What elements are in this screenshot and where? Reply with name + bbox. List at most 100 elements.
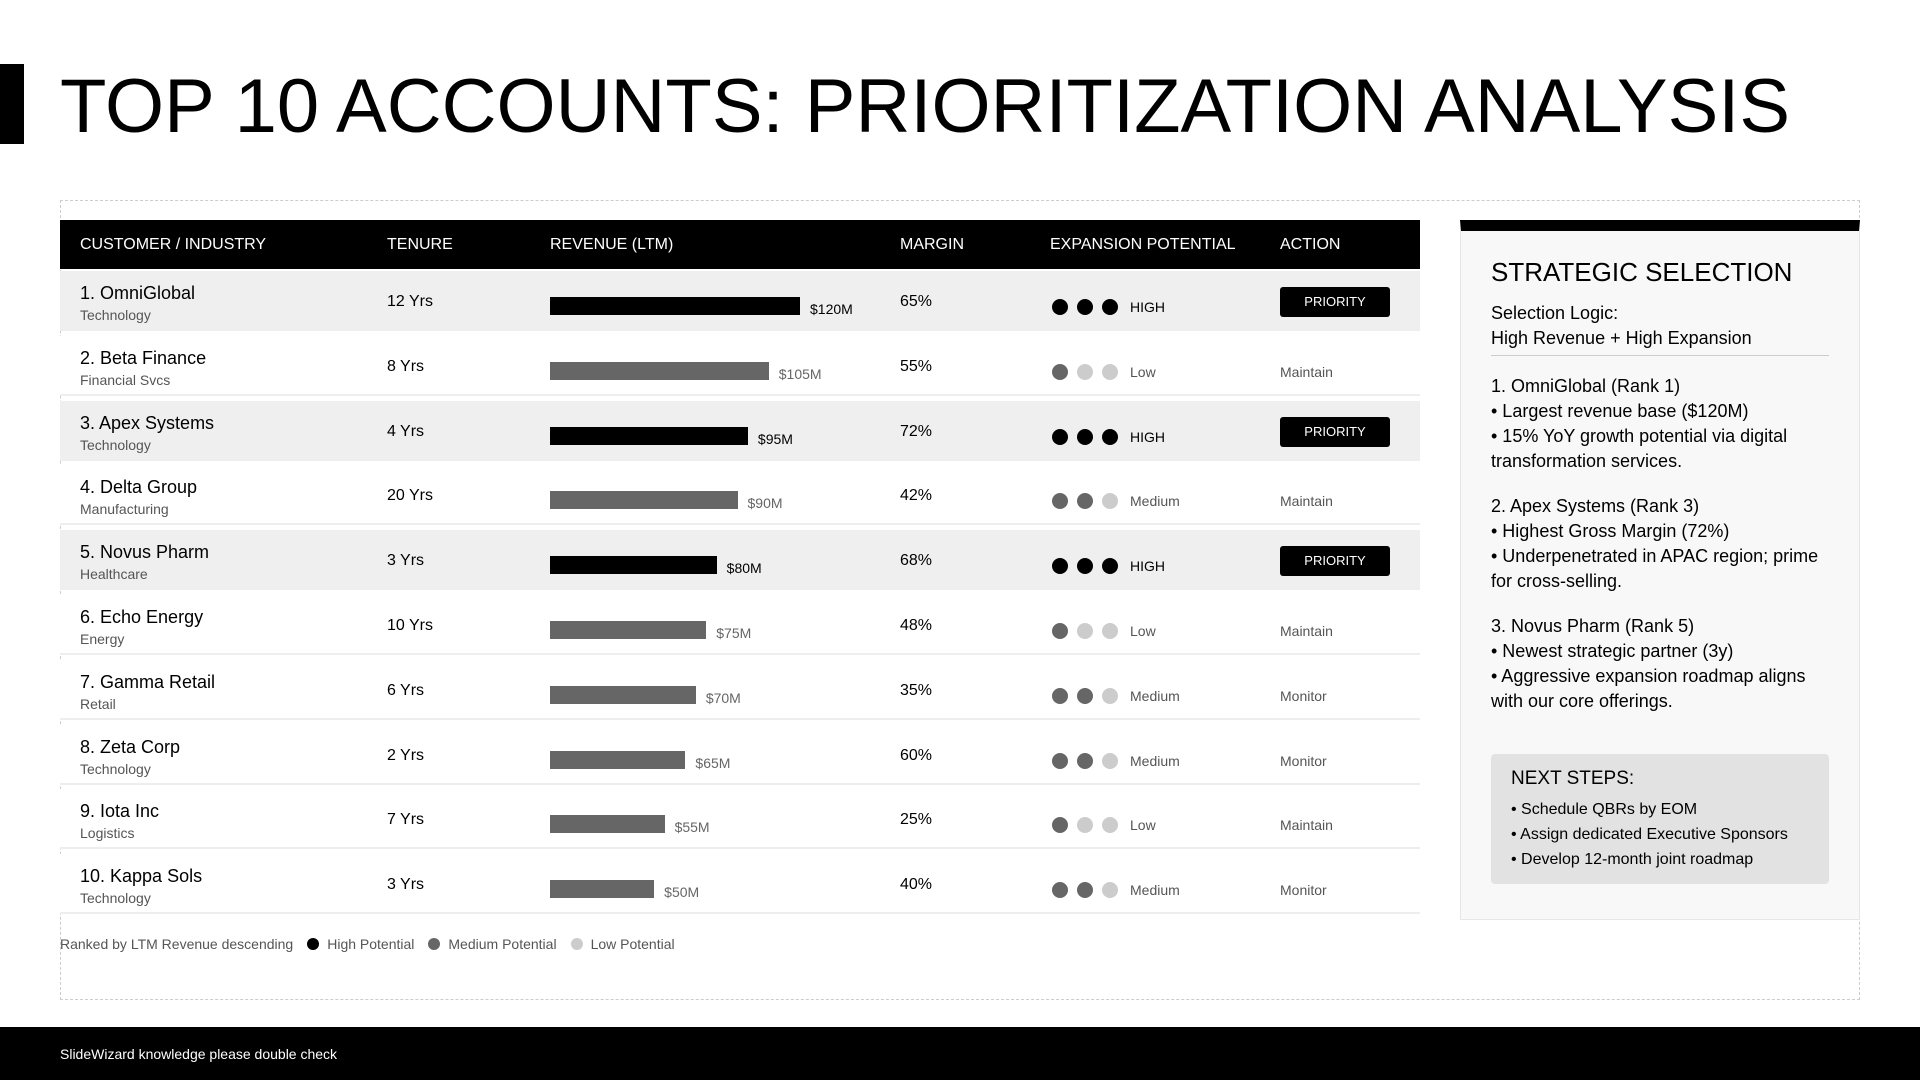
action: Maintain [1280,493,1333,510]
industry: Technology [80,890,151,907]
potential-label: Low [1130,363,1156,380]
tenure: 10 Yrs [387,617,433,634]
column-header: TENURE [387,236,453,253]
panel-section: 3. Novus Pharm (Rank 5) • Newest strategi… [1491,614,1829,714]
tenure: 7 Yrs [387,811,425,829]
potential-label: Low [1130,623,1156,639]
potential-label: Medium [1130,752,1180,769]
footer: SlideWizard knowledge please double chec… [0,1027,1920,1080]
next-step: • Develop 12-month joint roadmap [1511,851,1754,868]
action: Monitor [1280,687,1327,704]
tenure: 3 Yrs [387,876,425,894]
industry: Technology [80,760,151,777]
margin: 48% [900,617,933,634]
legend-dot [428,938,441,950]
section-line: • Largest revenue base ($120M) [1491,401,1749,421]
customer-name: 2. Beta Finance [80,347,207,368]
revenue-label: $75M [716,625,752,641]
panel-section: 1. OmniGlobal (Rank 1) • Largest revenue … [1491,374,1829,474]
action: Maintain [1280,363,1333,380]
slide-title: TOP 10 ACCOUNTS: PRIORITIZATION ANALYSIS [60,64,1791,149]
potential-dot [1077,817,1093,834]
potential-dot [1102,623,1118,639]
revenue-bar [550,491,738,510]
customer-name: 6. Echo Energy [80,607,204,627]
legend-note: Ranked by LTM Revenue descending [60,936,294,952]
action: Monitor [1280,882,1327,899]
revenue-bar [550,750,686,769]
legend-label: High Potential [327,936,415,952]
revenue-bar [550,426,748,445]
potential-dot [1102,363,1118,380]
industry: Technology [80,307,151,323]
panel-section: 2. Apex Systems (Rank 3) • Highest Gross … [1491,494,1829,594]
potential-dot [1052,428,1068,445]
section-heading: 1. OmniGlobal (Rank 1) [1491,376,1681,396]
industry: Financial Svcs [80,371,171,388]
potential-dot [1077,882,1093,899]
customer-name: 4. Delta Group [80,477,198,498]
customer-name: 5. Novus Pharm [80,542,210,563]
potential-label: Low [1130,817,1156,834]
customer-name: 10. Kappa Sols [80,866,203,887]
potential-label: HIGH [1130,428,1165,445]
section-heading: 3. Novus Pharm (Rank 5) [1491,616,1695,636]
revenue-bar [550,297,800,315]
potential-dot [1052,493,1068,510]
revenue-bar [550,556,717,575]
margin: 55% [900,357,933,375]
next-steps-title: NEXT STEPS: [1511,768,1635,789]
tenure: 8 Yrs [387,357,425,375]
potential-dot [1077,493,1093,510]
potential-label: Medium [1130,882,1180,899]
customer-name: 8. Zeta Corp [80,736,181,757]
potential-dot [1052,363,1068,380]
table-row: 10. Kappa Sols Technology 3 Yrs $50M 40% Medi… [60,854,1420,915]
customer-name: 1. OmniGlobal [80,283,196,303]
table-row: 8. Zeta Corp Technology 2 Yrs $65M 60% Medium… [60,724,1420,785]
tenure: 2 Yrs [387,746,425,764]
section-line: • Newest strategic partner (3y) [1491,641,1734,661]
revenue-label: $90M [747,495,783,512]
potential-dot [1102,428,1118,445]
revenue-label: $105M [778,365,822,382]
potential-dot [1052,558,1068,575]
tenure: 4 Yrs [387,422,425,440]
logic-text: High Revenue + High Expansion [1491,326,1829,356]
tenure: 6 Yrs [387,681,425,699]
tenure: 3 Yrs [387,552,425,570]
potential-dot [1102,882,1118,899]
revenue-bar [550,621,707,639]
margin: 65% [900,293,933,310]
potential-dot [1077,623,1093,639]
section-line: • Highest Gross Margin (72%) [1491,521,1730,541]
side-panel: STRATEGIC SELECTION Selection Logic: Hig… [1460,220,1860,920]
legend-label: Low Potential [590,936,675,952]
potential-dot [1102,558,1118,575]
margin: 72% [900,422,933,440]
legend-dot [307,938,320,950]
table-row: 4. Delta Group Manufacturing 20 Yrs $90M 42%… [60,465,1420,526]
revenue-label: $120M [810,301,853,317]
table-header: CUSTOMER / INDUSTRY TENURE REVENUE (LTM) MA… [60,220,1420,269]
next-step: • Schedule QBRs by EOM [1511,801,1698,818]
margin: 40% [900,876,933,894]
margin: 68% [900,552,933,570]
margin: 25% [900,811,933,829]
industry: Technology [80,436,151,453]
legend-label: Medium Potential [448,936,557,952]
table-row: 2. Beta Finance Financial Svcs 8 Yrs $105M 5… [60,335,1420,396]
potential-dot [1102,817,1118,834]
column-header: MARGIN [900,236,964,253]
table-row: 1. OmniGlobal Technology 12 Yrs $120M 65% HIG… [60,271,1420,331]
potential-dot [1102,687,1118,704]
section-line: • Underpenetrated in APAC region; prime … [1491,546,1819,591]
tenure: 12 Yrs [387,293,433,310]
revenue-label: $50M [664,884,700,901]
section-line: • 15% YoY growth potential via digital t… [1491,426,1788,471]
customer-name: 9. Iota Inc [80,801,160,822]
priority-button: PRIORITY [1280,546,1390,577]
potential-dot [1077,428,1093,445]
potential-dot [1077,299,1093,315]
